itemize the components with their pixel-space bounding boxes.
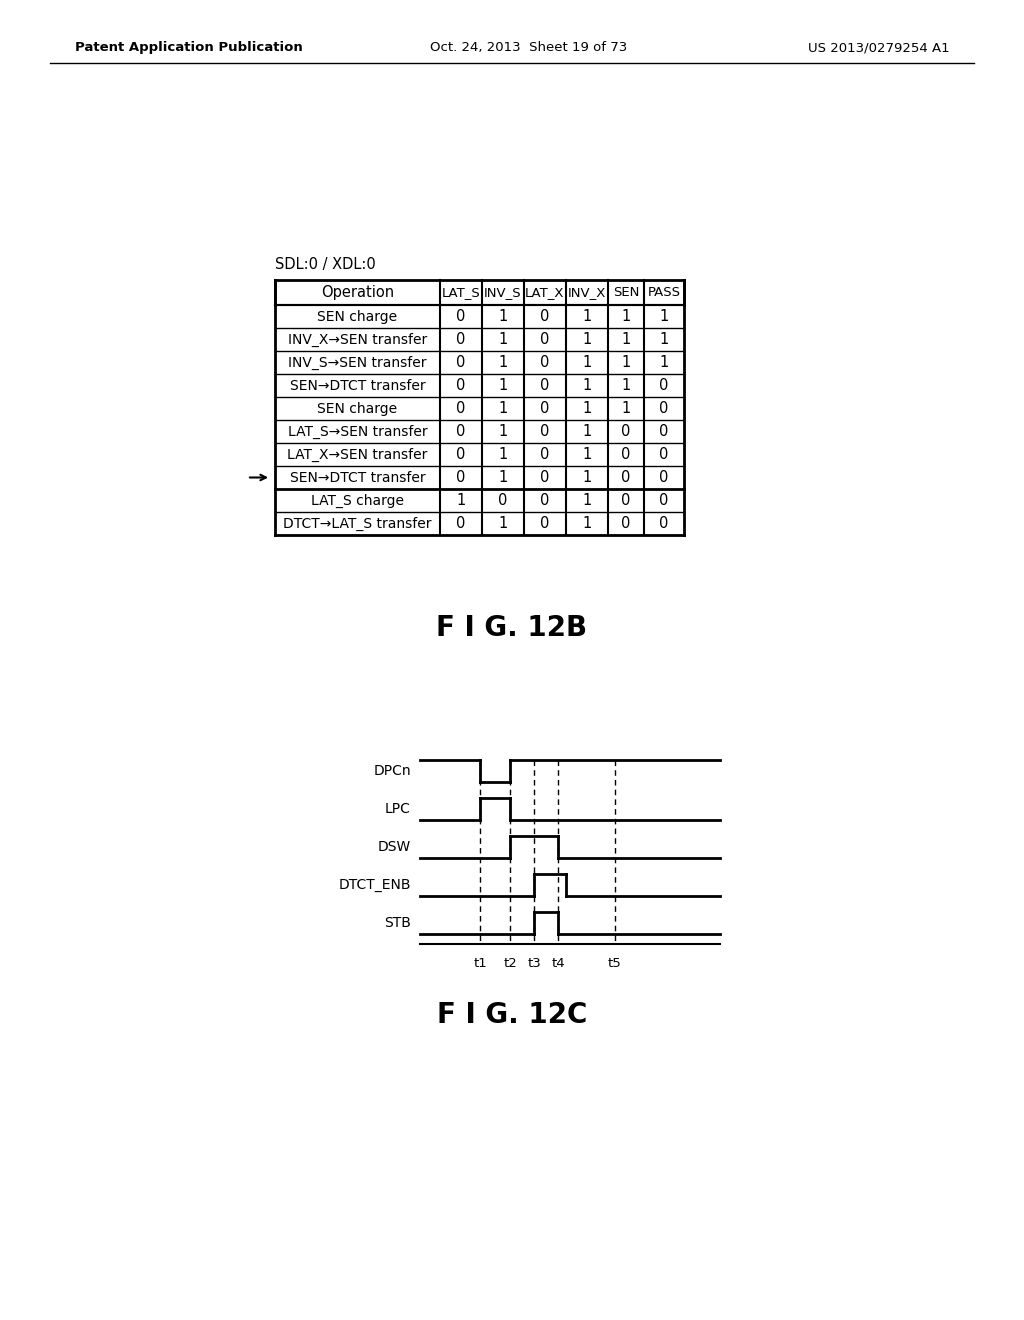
Text: INV_S: INV_S bbox=[484, 286, 522, 300]
Text: 0: 0 bbox=[541, 470, 550, 484]
Text: 0: 0 bbox=[659, 516, 669, 531]
Text: 0: 0 bbox=[457, 401, 466, 416]
Text: 1: 1 bbox=[499, 309, 508, 323]
Text: Patent Application Publication: Patent Application Publication bbox=[75, 41, 303, 54]
Text: PASS: PASS bbox=[647, 286, 681, 300]
Text: 0: 0 bbox=[541, 355, 550, 370]
Text: t5: t5 bbox=[608, 957, 622, 970]
Text: 1: 1 bbox=[659, 333, 669, 347]
Text: 1: 1 bbox=[583, 355, 592, 370]
Text: INV_X: INV_X bbox=[568, 286, 606, 300]
Text: 0: 0 bbox=[659, 401, 669, 416]
Text: 1: 1 bbox=[583, 447, 592, 462]
Text: 0: 0 bbox=[541, 424, 550, 440]
Text: 0: 0 bbox=[541, 333, 550, 347]
Text: 0: 0 bbox=[457, 447, 466, 462]
Text: 0: 0 bbox=[622, 492, 631, 508]
Text: F I G. 12B: F I G. 12B bbox=[436, 614, 588, 642]
Text: 1: 1 bbox=[622, 309, 631, 323]
Text: t1: t1 bbox=[473, 957, 486, 970]
Text: 0: 0 bbox=[457, 378, 466, 393]
Text: INV_X→SEN transfer: INV_X→SEN transfer bbox=[288, 333, 427, 347]
Text: 1: 1 bbox=[583, 424, 592, 440]
Text: 1: 1 bbox=[583, 401, 592, 416]
Text: 1: 1 bbox=[499, 378, 508, 393]
Text: STB: STB bbox=[384, 916, 411, 931]
Text: 1: 1 bbox=[622, 355, 631, 370]
Text: SEN charge: SEN charge bbox=[317, 309, 397, 323]
Text: 0: 0 bbox=[457, 424, 466, 440]
Text: LAT_S→SEN transfer: LAT_S→SEN transfer bbox=[288, 425, 427, 438]
Text: 1: 1 bbox=[499, 333, 508, 347]
Text: 0: 0 bbox=[541, 309, 550, 323]
Text: 0: 0 bbox=[541, 401, 550, 416]
Text: US 2013/0279254 A1: US 2013/0279254 A1 bbox=[808, 41, 950, 54]
Text: 1: 1 bbox=[622, 401, 631, 416]
Text: 0: 0 bbox=[457, 309, 466, 323]
Text: 0: 0 bbox=[659, 492, 669, 508]
Text: LPC: LPC bbox=[385, 803, 411, 816]
Text: SEN charge: SEN charge bbox=[317, 401, 397, 416]
Text: t4: t4 bbox=[551, 957, 565, 970]
Text: 0: 0 bbox=[541, 492, 550, 508]
Text: 1: 1 bbox=[583, 309, 592, 323]
Text: 0: 0 bbox=[659, 447, 669, 462]
Text: DTCT_ENB: DTCT_ENB bbox=[339, 878, 411, 892]
Text: 0: 0 bbox=[622, 424, 631, 440]
Text: 1: 1 bbox=[622, 333, 631, 347]
Text: LAT_X: LAT_X bbox=[525, 286, 565, 300]
Text: Operation: Operation bbox=[321, 285, 394, 300]
Text: DTCT→LAT_S transfer: DTCT→LAT_S transfer bbox=[284, 516, 432, 531]
Text: 0: 0 bbox=[541, 516, 550, 531]
Text: t2: t2 bbox=[503, 957, 517, 970]
Text: 0: 0 bbox=[622, 447, 631, 462]
Text: 1: 1 bbox=[622, 378, 631, 393]
Text: LAT_S charge: LAT_S charge bbox=[311, 494, 404, 508]
Text: 0: 0 bbox=[457, 333, 466, 347]
Text: 1: 1 bbox=[659, 309, 669, 323]
Text: 1: 1 bbox=[583, 470, 592, 484]
Text: 1: 1 bbox=[499, 470, 508, 484]
Text: 1: 1 bbox=[499, 401, 508, 416]
Text: Oct. 24, 2013  Sheet 19 of 73: Oct. 24, 2013 Sheet 19 of 73 bbox=[430, 41, 628, 54]
Text: t3: t3 bbox=[527, 957, 541, 970]
Text: 1: 1 bbox=[659, 355, 669, 370]
Text: INV_S→SEN transfer: INV_S→SEN transfer bbox=[288, 355, 427, 370]
Text: 0: 0 bbox=[541, 447, 550, 462]
Text: 1: 1 bbox=[457, 492, 466, 508]
Text: 0: 0 bbox=[622, 470, 631, 484]
Text: LAT_S: LAT_S bbox=[441, 286, 480, 300]
Text: 1: 1 bbox=[583, 516, 592, 531]
Text: 0: 0 bbox=[457, 516, 466, 531]
Text: SEN: SEN bbox=[612, 286, 639, 300]
Text: SEN→DTCT transfer: SEN→DTCT transfer bbox=[290, 379, 425, 392]
Text: 1: 1 bbox=[499, 424, 508, 440]
Text: 1: 1 bbox=[499, 516, 508, 531]
Text: 0: 0 bbox=[659, 424, 669, 440]
Text: 0: 0 bbox=[457, 470, 466, 484]
Text: DPCn: DPCn bbox=[374, 764, 411, 777]
Text: LAT_X→SEN transfer: LAT_X→SEN transfer bbox=[288, 447, 428, 462]
Text: F I G. 12C: F I G. 12C bbox=[437, 1001, 587, 1030]
Text: 1: 1 bbox=[499, 447, 508, 462]
Text: SDL:0 / XDL:0: SDL:0 / XDL:0 bbox=[275, 257, 376, 272]
Text: 0: 0 bbox=[541, 378, 550, 393]
Text: 1: 1 bbox=[583, 492, 592, 508]
Text: 1: 1 bbox=[583, 333, 592, 347]
Text: SEN→DTCT transfer: SEN→DTCT transfer bbox=[290, 470, 425, 484]
Text: 0: 0 bbox=[622, 516, 631, 531]
Text: DSW: DSW bbox=[378, 840, 411, 854]
Text: 0: 0 bbox=[659, 470, 669, 484]
Text: 0: 0 bbox=[659, 378, 669, 393]
Text: 1: 1 bbox=[499, 355, 508, 370]
Text: 0: 0 bbox=[499, 492, 508, 508]
Text: 1: 1 bbox=[583, 378, 592, 393]
Text: 0: 0 bbox=[457, 355, 466, 370]
